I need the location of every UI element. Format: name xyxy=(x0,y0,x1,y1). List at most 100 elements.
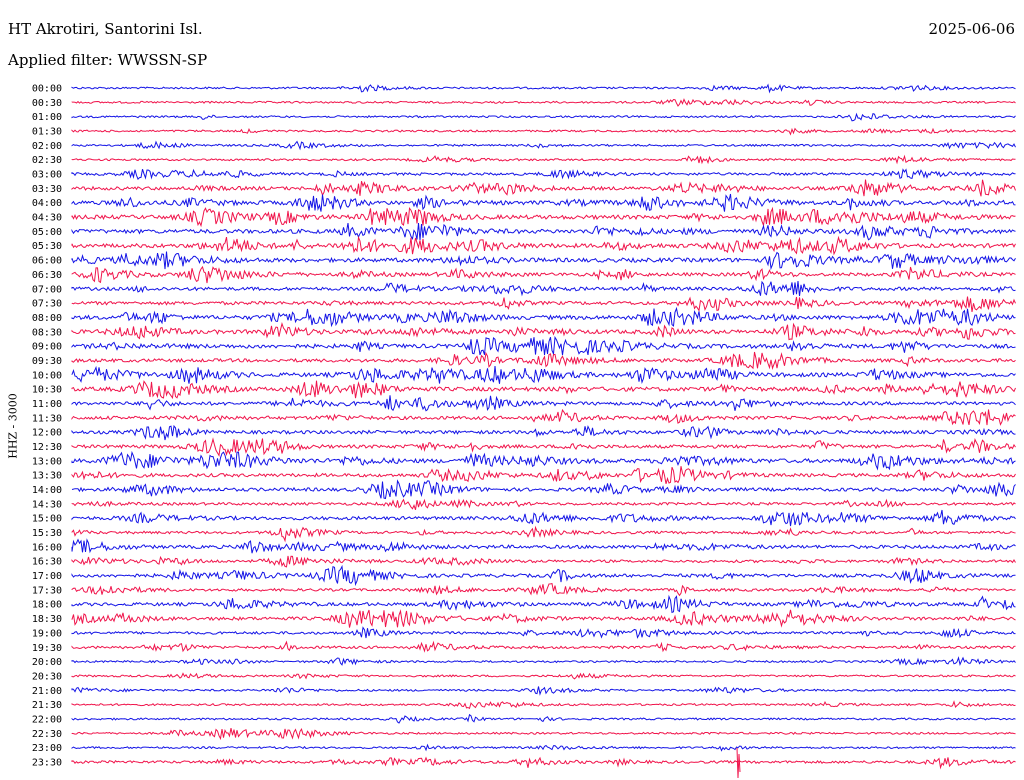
trace-row xyxy=(71,672,1016,680)
trace-row xyxy=(71,594,1016,614)
trace-row xyxy=(71,193,1016,212)
trace-row xyxy=(71,498,1016,510)
row-time-label: 08:00 xyxy=(32,313,62,324)
trace-row xyxy=(71,265,1016,284)
trace-row xyxy=(71,154,1016,165)
trace-row xyxy=(71,98,1016,107)
trace-row xyxy=(71,700,1016,710)
row-time-label: 23:00 xyxy=(32,743,62,754)
trace-row xyxy=(71,727,1016,741)
trace-row xyxy=(71,251,1016,271)
trace-row xyxy=(71,466,1016,484)
trace-row xyxy=(71,168,1016,180)
row-time-label: 21:30 xyxy=(32,700,62,711)
row-time-label: 15:00 xyxy=(32,514,62,525)
trace-row xyxy=(71,206,1016,228)
trace-row xyxy=(71,450,1016,471)
row-time-label: 22:00 xyxy=(32,714,62,725)
row-time-label: 09:30 xyxy=(32,356,62,367)
trace-row xyxy=(71,306,1016,328)
row-time-label: 17:00 xyxy=(32,571,62,582)
row-time-label: 07:30 xyxy=(32,299,62,310)
row-time-label: 10:30 xyxy=(32,385,62,396)
row-time-label: 18:00 xyxy=(32,600,62,611)
row-time-label: 11:30 xyxy=(32,413,62,424)
trace-row xyxy=(71,479,1016,500)
row-time-label: 20:30 xyxy=(32,671,62,682)
row-time-label: 08:30 xyxy=(32,327,62,338)
trace-row xyxy=(71,525,1016,543)
row-time-label: 14:30 xyxy=(32,499,62,510)
trace-row xyxy=(71,365,1016,385)
date-label: 2025-06-06 xyxy=(928,20,1015,38)
trace-row xyxy=(71,743,1016,752)
row-time-label: 19:30 xyxy=(32,643,62,654)
trace-row xyxy=(71,179,1016,197)
trace-row xyxy=(71,747,1016,779)
row-time-label: 23:30 xyxy=(32,757,62,768)
row-time-label: 05:30 xyxy=(32,241,62,252)
row-time-label: 12:00 xyxy=(32,428,62,439)
trace-row xyxy=(71,380,1016,400)
row-time-label: 14:00 xyxy=(32,485,62,496)
row-time-label: 11:00 xyxy=(32,399,62,410)
trace-row xyxy=(71,424,1016,441)
trace-row xyxy=(71,335,1016,356)
row-time-label: 13:00 xyxy=(32,456,62,467)
trace-row xyxy=(71,351,1016,370)
row-time-label: 17:30 xyxy=(32,585,62,596)
row-time-label: 12:30 xyxy=(32,442,62,453)
row-time-label: 00:30 xyxy=(32,98,62,109)
trace-row xyxy=(71,538,1016,554)
trace-row xyxy=(71,609,1016,628)
trace-row xyxy=(71,395,1016,412)
row-time-label: 05:00 xyxy=(32,227,62,238)
row-time-label: 01:00 xyxy=(32,112,62,123)
row-time-label: 13:30 xyxy=(32,471,62,482)
row-time-label: 00:00 xyxy=(32,84,62,95)
trace-row xyxy=(71,626,1016,639)
row-time-label: 16:30 xyxy=(32,557,62,568)
trace-row xyxy=(71,555,1016,568)
row-time-label: 15:30 xyxy=(32,528,62,539)
row-time-label: 21:00 xyxy=(32,686,62,697)
trace-row xyxy=(71,583,1016,597)
trace-row xyxy=(71,112,1016,122)
trace-row xyxy=(71,686,1016,696)
row-time-label: 03:00 xyxy=(32,170,62,181)
row-time-label: 06:00 xyxy=(32,256,62,267)
row-time-label: 04:00 xyxy=(32,198,62,209)
trace-row xyxy=(71,640,1016,653)
row-time-label: 22:30 xyxy=(32,729,62,740)
trace-row xyxy=(71,83,1016,94)
trace-row xyxy=(71,223,1016,241)
row-time-label: 20:00 xyxy=(32,657,62,668)
row-time-label: 19:00 xyxy=(32,628,62,639)
row-time-label: 01:30 xyxy=(32,127,62,138)
trace-row xyxy=(71,296,1016,312)
station-title: HT Akrotiri, Santorini Isl. xyxy=(8,20,203,38)
trace-row xyxy=(71,140,1016,151)
trace-row xyxy=(71,321,1016,341)
row-time-label: 03:30 xyxy=(32,184,62,195)
trace-row xyxy=(71,713,1016,724)
row-time-label: 04:30 xyxy=(32,213,62,224)
trace-row xyxy=(71,408,1016,426)
row-time-label: 10:00 xyxy=(32,370,62,381)
trace-row xyxy=(71,564,1016,587)
row-time-label: 07:00 xyxy=(32,284,62,295)
trace-row xyxy=(71,280,1016,297)
trace-row xyxy=(71,235,1016,256)
trace-row xyxy=(71,509,1016,527)
row-time-label: 18:30 xyxy=(32,614,62,625)
trace-row xyxy=(71,437,1016,457)
trace-row xyxy=(71,656,1016,666)
row-time-label: 16:00 xyxy=(32,542,62,553)
row-time-label: 09:00 xyxy=(32,342,62,353)
row-time-label: 02:00 xyxy=(32,141,62,152)
trace-row xyxy=(71,127,1016,136)
row-time-label: 02:30 xyxy=(32,155,62,166)
row-time-label: 06:30 xyxy=(32,270,62,281)
filter-label: Applied filter: WWSSN-SP xyxy=(8,51,208,69)
